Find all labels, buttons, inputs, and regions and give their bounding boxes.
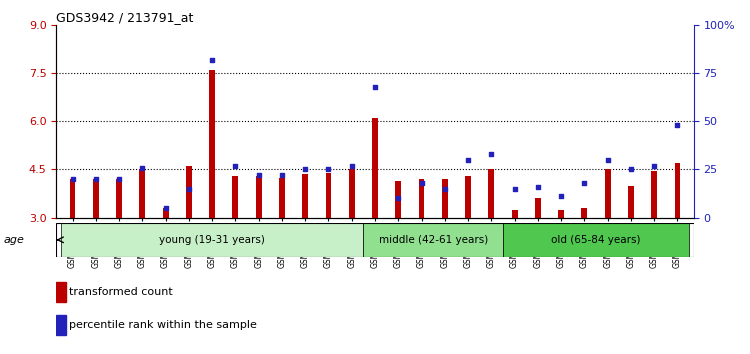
Point — [648, 163, 660, 169]
Point — [671, 122, 683, 128]
Bar — [326, 173, 332, 218]
Bar — [488, 170, 494, 218]
Point — [369, 84, 381, 89]
Bar — [349, 170, 355, 218]
Bar — [465, 176, 471, 218]
Point — [439, 186, 451, 192]
Point — [183, 186, 195, 192]
Text: middle (42-61 years): middle (42-61 years) — [379, 235, 488, 245]
Point — [230, 163, 242, 169]
Point — [253, 172, 265, 178]
Bar — [61, 223, 363, 257]
Point — [555, 194, 567, 199]
Bar — [581, 208, 587, 218]
Bar — [419, 179, 424, 218]
Point — [625, 167, 637, 172]
Bar — [56, 315, 66, 335]
Point — [160, 205, 172, 211]
Bar — [279, 177, 285, 218]
Text: young (19-31 years): young (19-31 years) — [159, 235, 265, 245]
Bar — [512, 210, 518, 218]
Bar — [232, 176, 238, 218]
Point — [67, 176, 79, 182]
Point — [532, 184, 544, 190]
Bar — [70, 179, 76, 218]
Text: transformed count: transformed count — [69, 287, 172, 297]
Point — [578, 180, 590, 186]
Bar — [674, 163, 680, 218]
Point — [299, 167, 311, 172]
Bar — [535, 198, 541, 218]
Point — [392, 195, 404, 201]
Point — [136, 165, 148, 170]
Bar — [163, 208, 169, 218]
Bar — [56, 282, 66, 302]
Point — [206, 57, 218, 62]
Bar — [651, 171, 657, 218]
Point — [602, 157, 613, 163]
Bar — [302, 174, 308, 218]
Text: GDS3942 / 213791_at: GDS3942 / 213791_at — [56, 11, 194, 24]
Bar — [395, 181, 401, 218]
Point — [346, 163, 358, 169]
Text: percentile rank within the sample: percentile rank within the sample — [69, 320, 256, 330]
Bar — [256, 176, 262, 218]
Point — [485, 151, 497, 157]
Point — [509, 186, 520, 192]
Bar — [186, 166, 192, 218]
Bar — [604, 170, 610, 218]
Point — [462, 157, 474, 163]
Text: age: age — [4, 235, 25, 245]
Bar — [558, 210, 564, 218]
Bar — [209, 70, 215, 218]
Text: old (65-84 years): old (65-84 years) — [551, 235, 640, 245]
Bar — [372, 118, 378, 218]
Bar — [93, 179, 99, 218]
Bar — [503, 223, 689, 257]
Point — [322, 167, 334, 172]
Point — [416, 180, 428, 186]
Bar — [442, 179, 448, 218]
Point — [276, 172, 288, 178]
Bar — [116, 179, 122, 218]
Bar — [363, 223, 503, 257]
Point — [90, 176, 102, 182]
Point — [113, 176, 125, 182]
Bar — [628, 185, 634, 218]
Bar — [140, 170, 146, 218]
